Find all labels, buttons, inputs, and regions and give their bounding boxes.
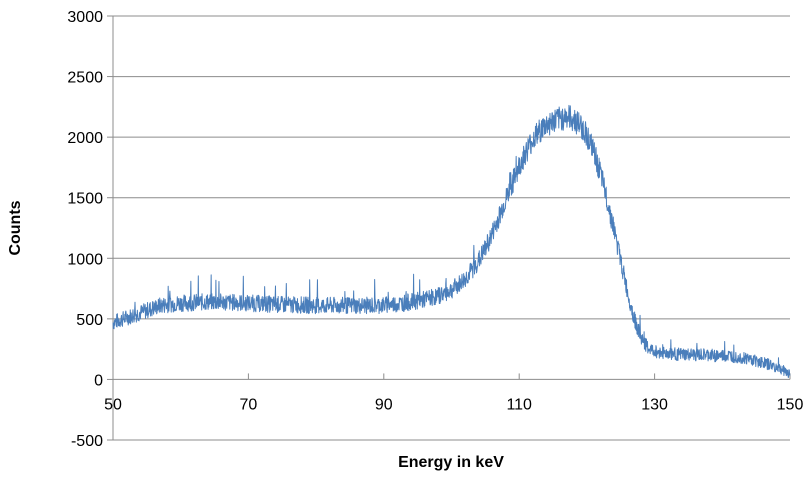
tick-labels: -500 0 500 1000 1500 2000 2500 3000 50 70 90 110 130… xyxy=(67,9,803,450)
axes xyxy=(107,15,791,441)
y-axis-title: Counts xyxy=(7,200,24,255)
x-tick-label: 150 xyxy=(777,396,804,413)
y-tick-label: 500 xyxy=(76,312,103,329)
x-tick-label: 50 xyxy=(104,396,122,413)
y-tick-label: 2500 xyxy=(67,70,103,87)
x-axis-title: Energy in keV xyxy=(398,454,504,471)
gridlines xyxy=(113,15,790,441)
series-line xyxy=(112,104,791,379)
series-layer xyxy=(112,104,791,379)
x-tick-label: 70 xyxy=(240,396,258,413)
y-tick-label: 1000 xyxy=(67,251,103,268)
x-tick-label: 130 xyxy=(641,396,668,413)
x-tick-label: 110 xyxy=(506,396,532,413)
y-tick-label: 2000 xyxy=(67,130,103,147)
y-tick-label: 0 xyxy=(94,372,103,389)
y-tick-label: 3000 xyxy=(67,9,103,26)
y-tick-label: -500 xyxy=(71,433,103,450)
y-tick-label: 1500 xyxy=(67,191,103,208)
x-tick-label: 90 xyxy=(375,396,393,413)
